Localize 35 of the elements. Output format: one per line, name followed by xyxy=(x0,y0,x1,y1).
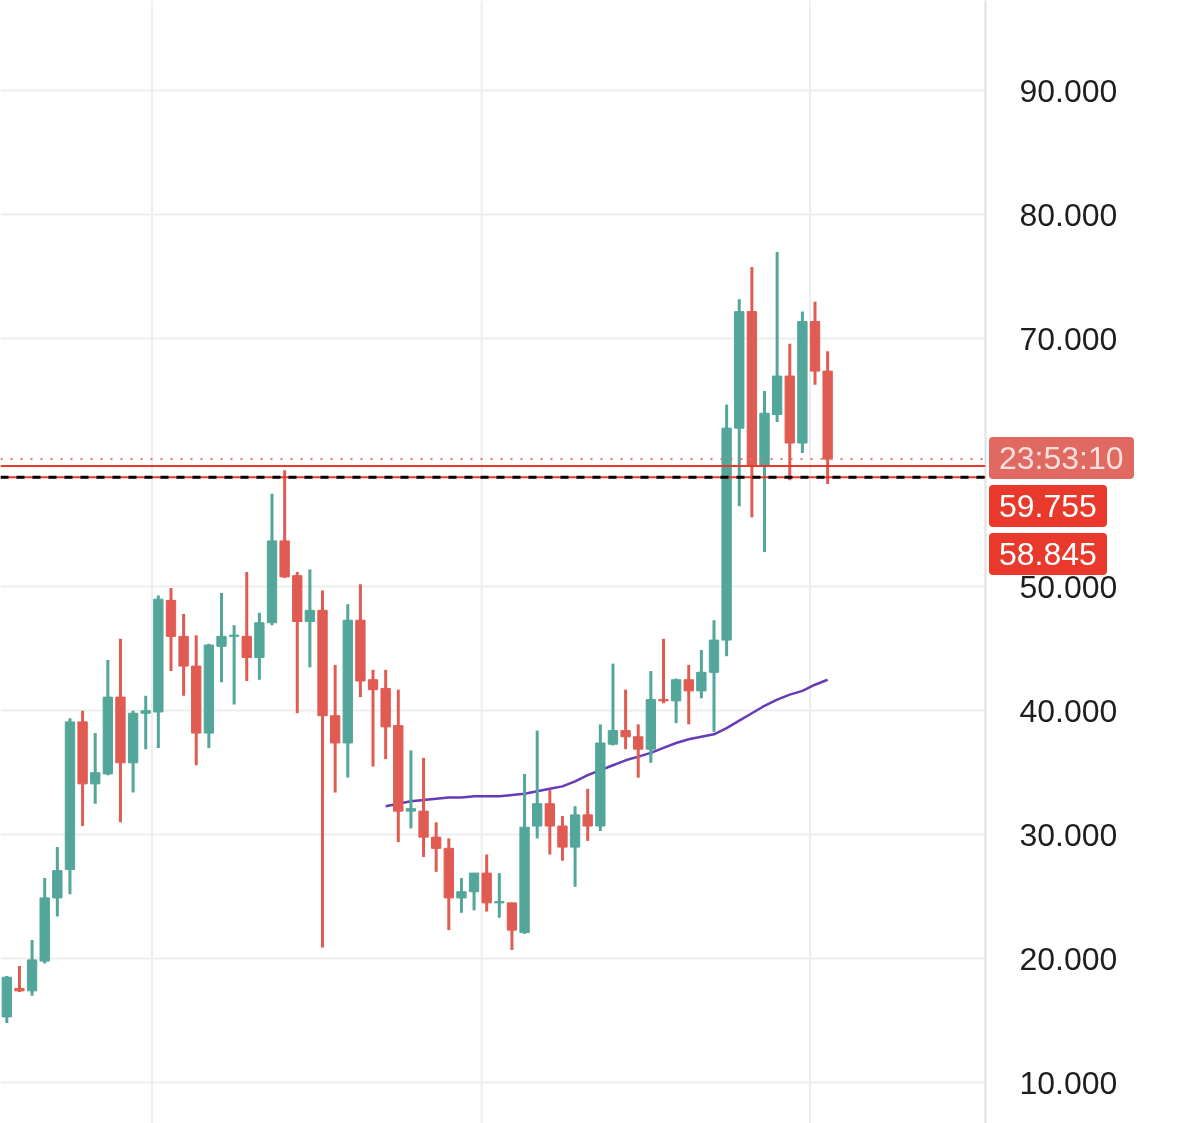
candlestick xyxy=(405,750,417,829)
candlestick xyxy=(216,592,227,684)
candlestick xyxy=(304,569,316,668)
price-label: 58.845 xyxy=(989,533,1107,575)
y-tick-label: 70.000 xyxy=(1019,320,1118,357)
y-tick-label: 40.000 xyxy=(1019,692,1118,729)
candlestick xyxy=(228,625,240,705)
y-tick-label: 20.000 xyxy=(1019,940,1118,977)
candlestick xyxy=(140,694,151,751)
price-label: 23:53:10 xyxy=(989,437,1134,479)
candlestick xyxy=(241,571,252,681)
candlestick xyxy=(582,787,593,841)
candlestick xyxy=(468,872,480,911)
candlestick xyxy=(696,650,707,699)
candlestick xyxy=(532,730,543,839)
line-series xyxy=(384,678,829,808)
candlestick xyxy=(494,873,505,918)
candlestick xyxy=(544,790,555,855)
candlestick xyxy=(14,966,25,993)
price-label: 59.755 xyxy=(989,485,1107,527)
y-tick-label: 80.000 xyxy=(1019,196,1118,233)
y-tick-label: 90.000 xyxy=(1019,72,1118,109)
candlestick xyxy=(683,663,694,725)
candlestick xyxy=(633,724,644,778)
candlestick xyxy=(658,637,669,704)
candlestick xyxy=(557,816,568,861)
candlestick xyxy=(456,878,467,913)
candlestick xyxy=(607,663,619,746)
candlestick xyxy=(367,668,379,767)
y-tick-label: 10.000 xyxy=(1019,1064,1118,1101)
candlestick xyxy=(620,689,631,751)
candlestick xyxy=(90,733,101,804)
y-tick-label: 30.000 xyxy=(1019,816,1118,853)
candlestick xyxy=(431,822,442,872)
candlestick xyxy=(670,678,682,725)
